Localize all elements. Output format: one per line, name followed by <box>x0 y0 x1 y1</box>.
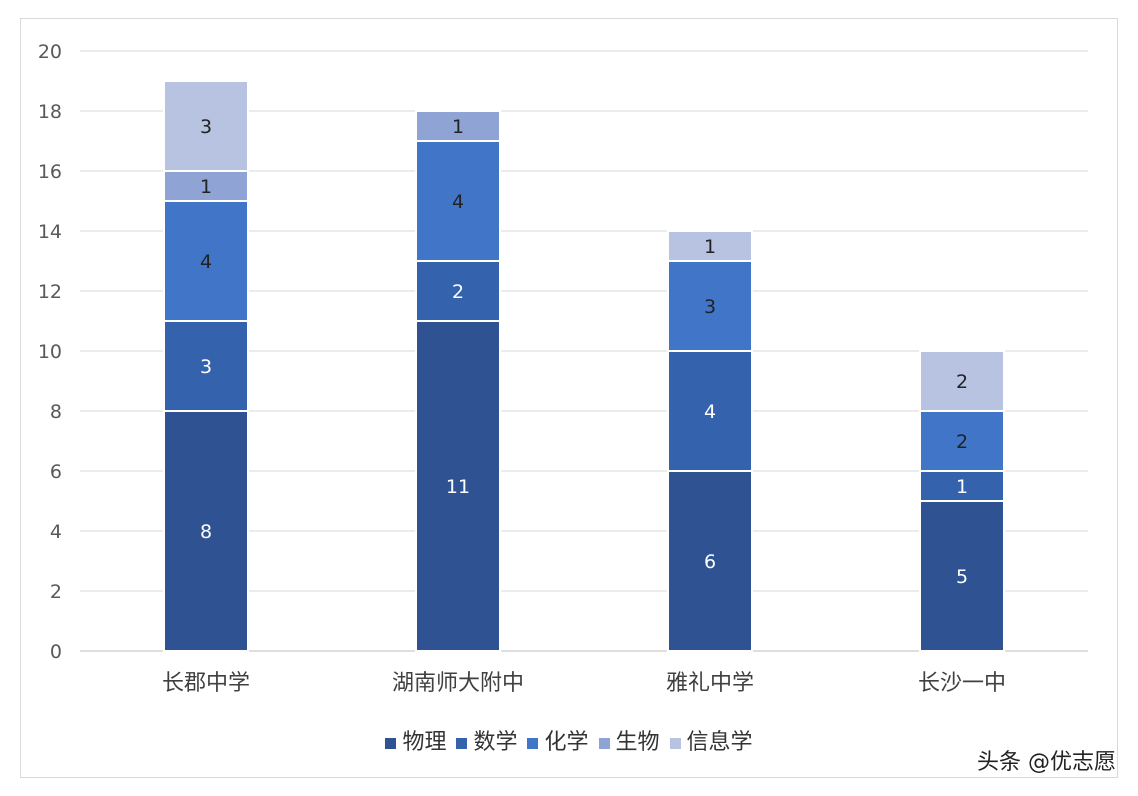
data-label: 1 <box>200 176 212 198</box>
y-tick-label: 14 <box>38 221 62 243</box>
bar-segment <box>667 260 753 352</box>
legend-label: 信息学 <box>686 730 753 755</box>
data-label: 5 <box>956 566 968 588</box>
legend-label: 物理 <box>402 730 447 755</box>
data-label: 11 <box>446 476 470 498</box>
data-label: 3 <box>200 356 212 378</box>
y-tick-label: 20 <box>38 41 62 63</box>
y-tick-label: 0 <box>50 641 62 663</box>
legend-swatch <box>456 737 468 749</box>
bar-segment <box>667 230 753 262</box>
bar-segment <box>163 320 249 412</box>
x-tick-label: 湖南师大附中 <box>392 671 524 696</box>
data-label: 3 <box>704 296 716 318</box>
data-label: 1 <box>956 476 968 498</box>
legend-swatch <box>598 737 610 749</box>
bar-segment <box>919 410 1005 472</box>
y-tick-label: 4 <box>50 521 62 543</box>
y-tick-label: 6 <box>50 461 62 483</box>
data-label: 3 <box>200 116 212 138</box>
legend-item: 数学 <box>456 724 517 756</box>
data-label: 2 <box>956 371 968 393</box>
legend-swatch <box>527 737 539 749</box>
x-tick-label: 长郡中学 <box>162 671 250 696</box>
y-tick-label: 10 <box>38 341 62 363</box>
bar-segment <box>667 470 753 652</box>
bar-segment <box>415 110 501 142</box>
chart-frame <box>20 18 1118 778</box>
legend: 物理 数学 化学 生物 信息学 <box>0 724 1138 756</box>
legend-item: 化学 <box>527 724 589 756</box>
bar-segment <box>919 350 1005 412</box>
legend-label: 数学 <box>473 730 518 755</box>
legend-label: 生物 <box>615 730 660 755</box>
bar-segment <box>163 80 249 172</box>
credit-watermark: 头条 @优志愿 <box>977 750 1116 775</box>
data-label: 8 <box>200 521 212 543</box>
y-tick-label: 8 <box>50 401 62 423</box>
data-label: 2 <box>956 431 968 453</box>
y-tick-label: 12 <box>38 281 62 303</box>
data-label: 2 <box>452 281 464 303</box>
legend-item: 信息学 <box>669 724 753 756</box>
bar-segment <box>667 350 753 472</box>
data-label: 1 <box>704 236 716 258</box>
legend-swatch <box>669 737 681 749</box>
data-label: 6 <box>704 551 716 573</box>
bar-segment <box>415 140 501 262</box>
legend-item: 物理 <box>385 724 446 756</box>
bar-segment <box>415 260 501 322</box>
y-tick-label: 16 <box>38 161 62 183</box>
data-label: 4 <box>704 401 716 423</box>
x-tick-label: 雅礼中学 <box>666 671 754 696</box>
legend-label: 化学 <box>544 730 589 755</box>
data-label: 4 <box>200 251 212 273</box>
data-label: 1 <box>452 116 464 138</box>
bar-segment <box>163 170 249 202</box>
legend-item: 生物 <box>598 724 660 756</box>
x-tick-label: 长沙一中 <box>918 671 1006 696</box>
data-label: 4 <box>452 191 464 213</box>
bar-segment <box>163 410 249 652</box>
y-tick-label: 2 <box>50 581 62 603</box>
legend-swatch <box>385 737 397 749</box>
y-tick-label: 18 <box>38 101 62 123</box>
